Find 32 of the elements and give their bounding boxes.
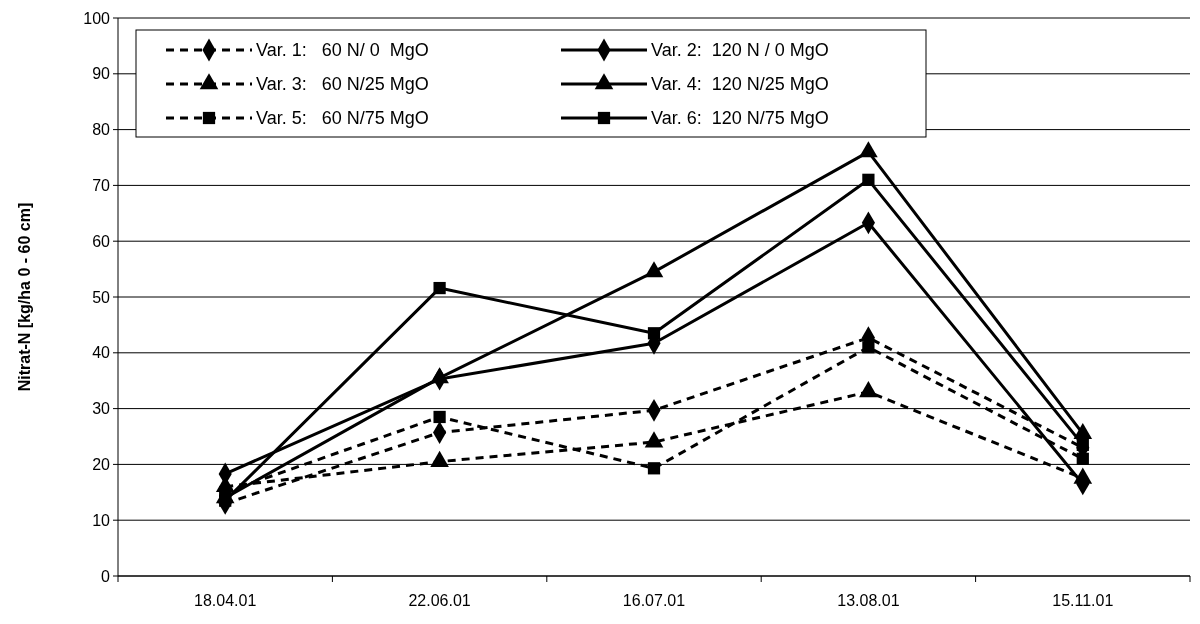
y-axis-title: Nitrat-N [kg/ha 0 - 60 cm]	[16, 202, 33, 392]
legend-label: Var. 3: 60 N/25 MgO	[256, 74, 429, 95]
legend-label: Var. 2: 120 N / 0 MgO	[651, 40, 829, 61]
y-tick-label: 80	[92, 121, 111, 139]
legend-label: Var. 1: 60 N/ 0 MgO	[256, 40, 429, 61]
y-tick-label: 40	[92, 344, 111, 362]
x-tick-label: 15.11.01	[1052, 592, 1114, 609]
y-tick-label: 10	[92, 511, 111, 529]
y-tick-label: 0	[101, 567, 111, 585]
x-tick-label: 13.08.01	[837, 592, 900, 609]
point	[862, 173, 875, 186]
legend-label: Var. 5: 60 N/75 MgO	[256, 108, 429, 129]
y-tick-label: 70	[92, 177, 111, 194]
y-tick-label: 60	[92, 232, 111, 250]
legend-label: Var. 6: 120 N/75 MgO	[651, 108, 829, 129]
y-tick-label: 30	[92, 400, 111, 418]
y-tick-label: 50	[92, 288, 111, 306]
point	[1076, 438, 1089, 451]
point	[219, 494, 232, 507]
y-tick-label: 20	[92, 456, 111, 473]
point	[1076, 452, 1089, 465]
y-tick-label: 100	[83, 9, 111, 27]
point	[862, 341, 875, 354]
x-tick-label: 18.04.01	[194, 592, 257, 609]
point	[647, 462, 661, 475]
x-tick-label: 22.06.01	[408, 592, 471, 609]
legend-label: Var. 4: 120 N/25 MgO	[651, 74, 829, 95]
x-tick-label: 16.07.01	[622, 592, 686, 609]
point	[433, 410, 446, 424]
y-tick-label: 90	[92, 65, 111, 83]
point	[647, 327, 661, 340]
point	[433, 281, 446, 295]
